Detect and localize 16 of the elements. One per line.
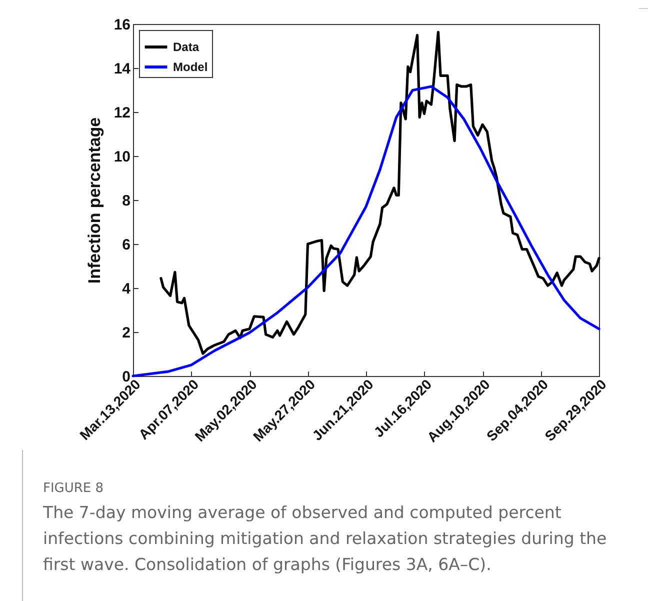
text: The 7-day moving average of observed and computed percent infections combining mitigation and relaxation strategies during the first wave. Consolidation of graphs (Figures 3A, 6A–C). [43, 502, 608, 576]
y-tick-label: 16 [114, 16, 130, 34]
y-tick-label: 6 [122, 236, 130, 254]
y-axis-title: Infection percentage [84, 117, 104, 284]
y-tick-label: 4 [122, 280, 132, 298]
y-tick-label: 2 [122, 324, 130, 342]
y-tick-label: 8 [122, 192, 130, 210]
y-tick-label: 12 [114, 104, 130, 122]
y-tick-label: 0 [122, 368, 130, 386]
y-tick-label: 10 [114, 148, 130, 166]
legend-label: Model [173, 60, 208, 74]
line-series [160, 30, 600, 355]
legend-label: Data [173, 40, 200, 54]
caption: FIGURE 8 [43, 481, 105, 496]
line-series [132, 85, 600, 378]
y-tick-label: 14 [114, 60, 132, 78]
